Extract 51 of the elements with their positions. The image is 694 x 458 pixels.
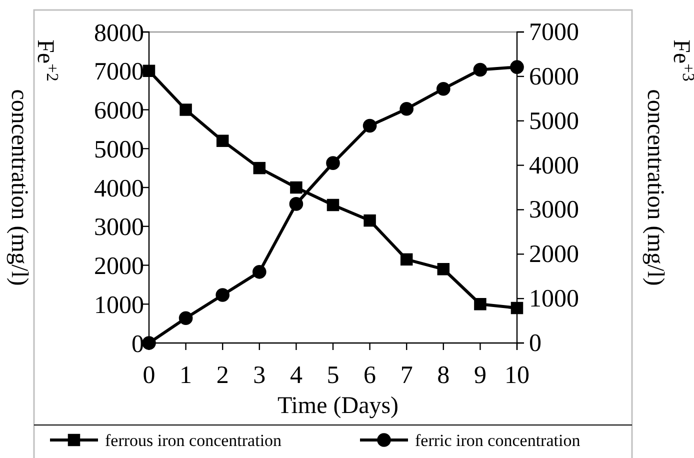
x-tick-label: 7: [400, 362, 413, 389]
y2-tick-label: 2000: [529, 241, 579, 268]
legend-label: ferrous iron concentration: [105, 431, 282, 450]
y2-tick-label: 4000: [529, 152, 579, 180]
x-tick-label: 6: [364, 362, 376, 389]
point: [178, 311, 193, 326]
point: [473, 62, 488, 77]
y2-tick-label: 5000: [529, 108, 579, 135]
y-tick-label: 5000: [94, 136, 144, 164]
x-tick-label: 9: [474, 362, 486, 389]
point: [289, 197, 304, 211]
x-tick-label: 10: [504, 362, 530, 389]
point: [326, 198, 340, 212]
y-tick-label: 1000: [94, 292, 144, 319]
y2-tick-label: 6000: [529, 63, 579, 90]
x-axis-title: Time (Days): [277, 393, 399, 419]
y-tick-label: 6000: [94, 98, 144, 124]
y-tick-label: 7000: [94, 58, 144, 86]
point: [180, 104, 192, 116]
point: [510, 60, 524, 74]
point: [436, 82, 450, 96]
y2-tick-label: 3000: [529, 196, 579, 224]
y-tick-label: 3000: [94, 214, 144, 242]
y2-tick-label: 0: [529, 330, 542, 357]
point: [290, 181, 302, 194]
point: [474, 298, 486, 310]
x-tick-label: 2: [216, 362, 229, 389]
point: [362, 118, 377, 133]
x-tick-label: 1: [180, 362, 192, 389]
x-tick-label: 4: [290, 362, 303, 389]
y-tick-label: 8000: [94, 20, 144, 47]
point: [216, 134, 229, 147]
point: [142, 64, 156, 77]
point: [437, 263, 450, 276]
point: [400, 253, 413, 266]
legend-label: ferric iron concentration: [415, 431, 581, 450]
y-tick-label: 4000: [94, 175, 144, 202]
point: [326, 156, 340, 170]
y2-tick-label: 1000: [529, 286, 579, 313]
point: [364, 214, 376, 227]
point: [252, 265, 266, 279]
point: [216, 288, 230, 302]
y-tick-label: 0: [132, 330, 144, 358]
point: [510, 302, 524, 314]
y2-tick-label: 7000: [529, 19, 579, 46]
x-tick-label: 5: [326, 362, 340, 389]
x-tick-label: 8: [437, 362, 450, 389]
y-tick-label: 2000: [94, 253, 144, 280]
point: [400, 102, 414, 116]
x-tick-label: 3: [253, 362, 266, 389]
point: [253, 162, 266, 174]
